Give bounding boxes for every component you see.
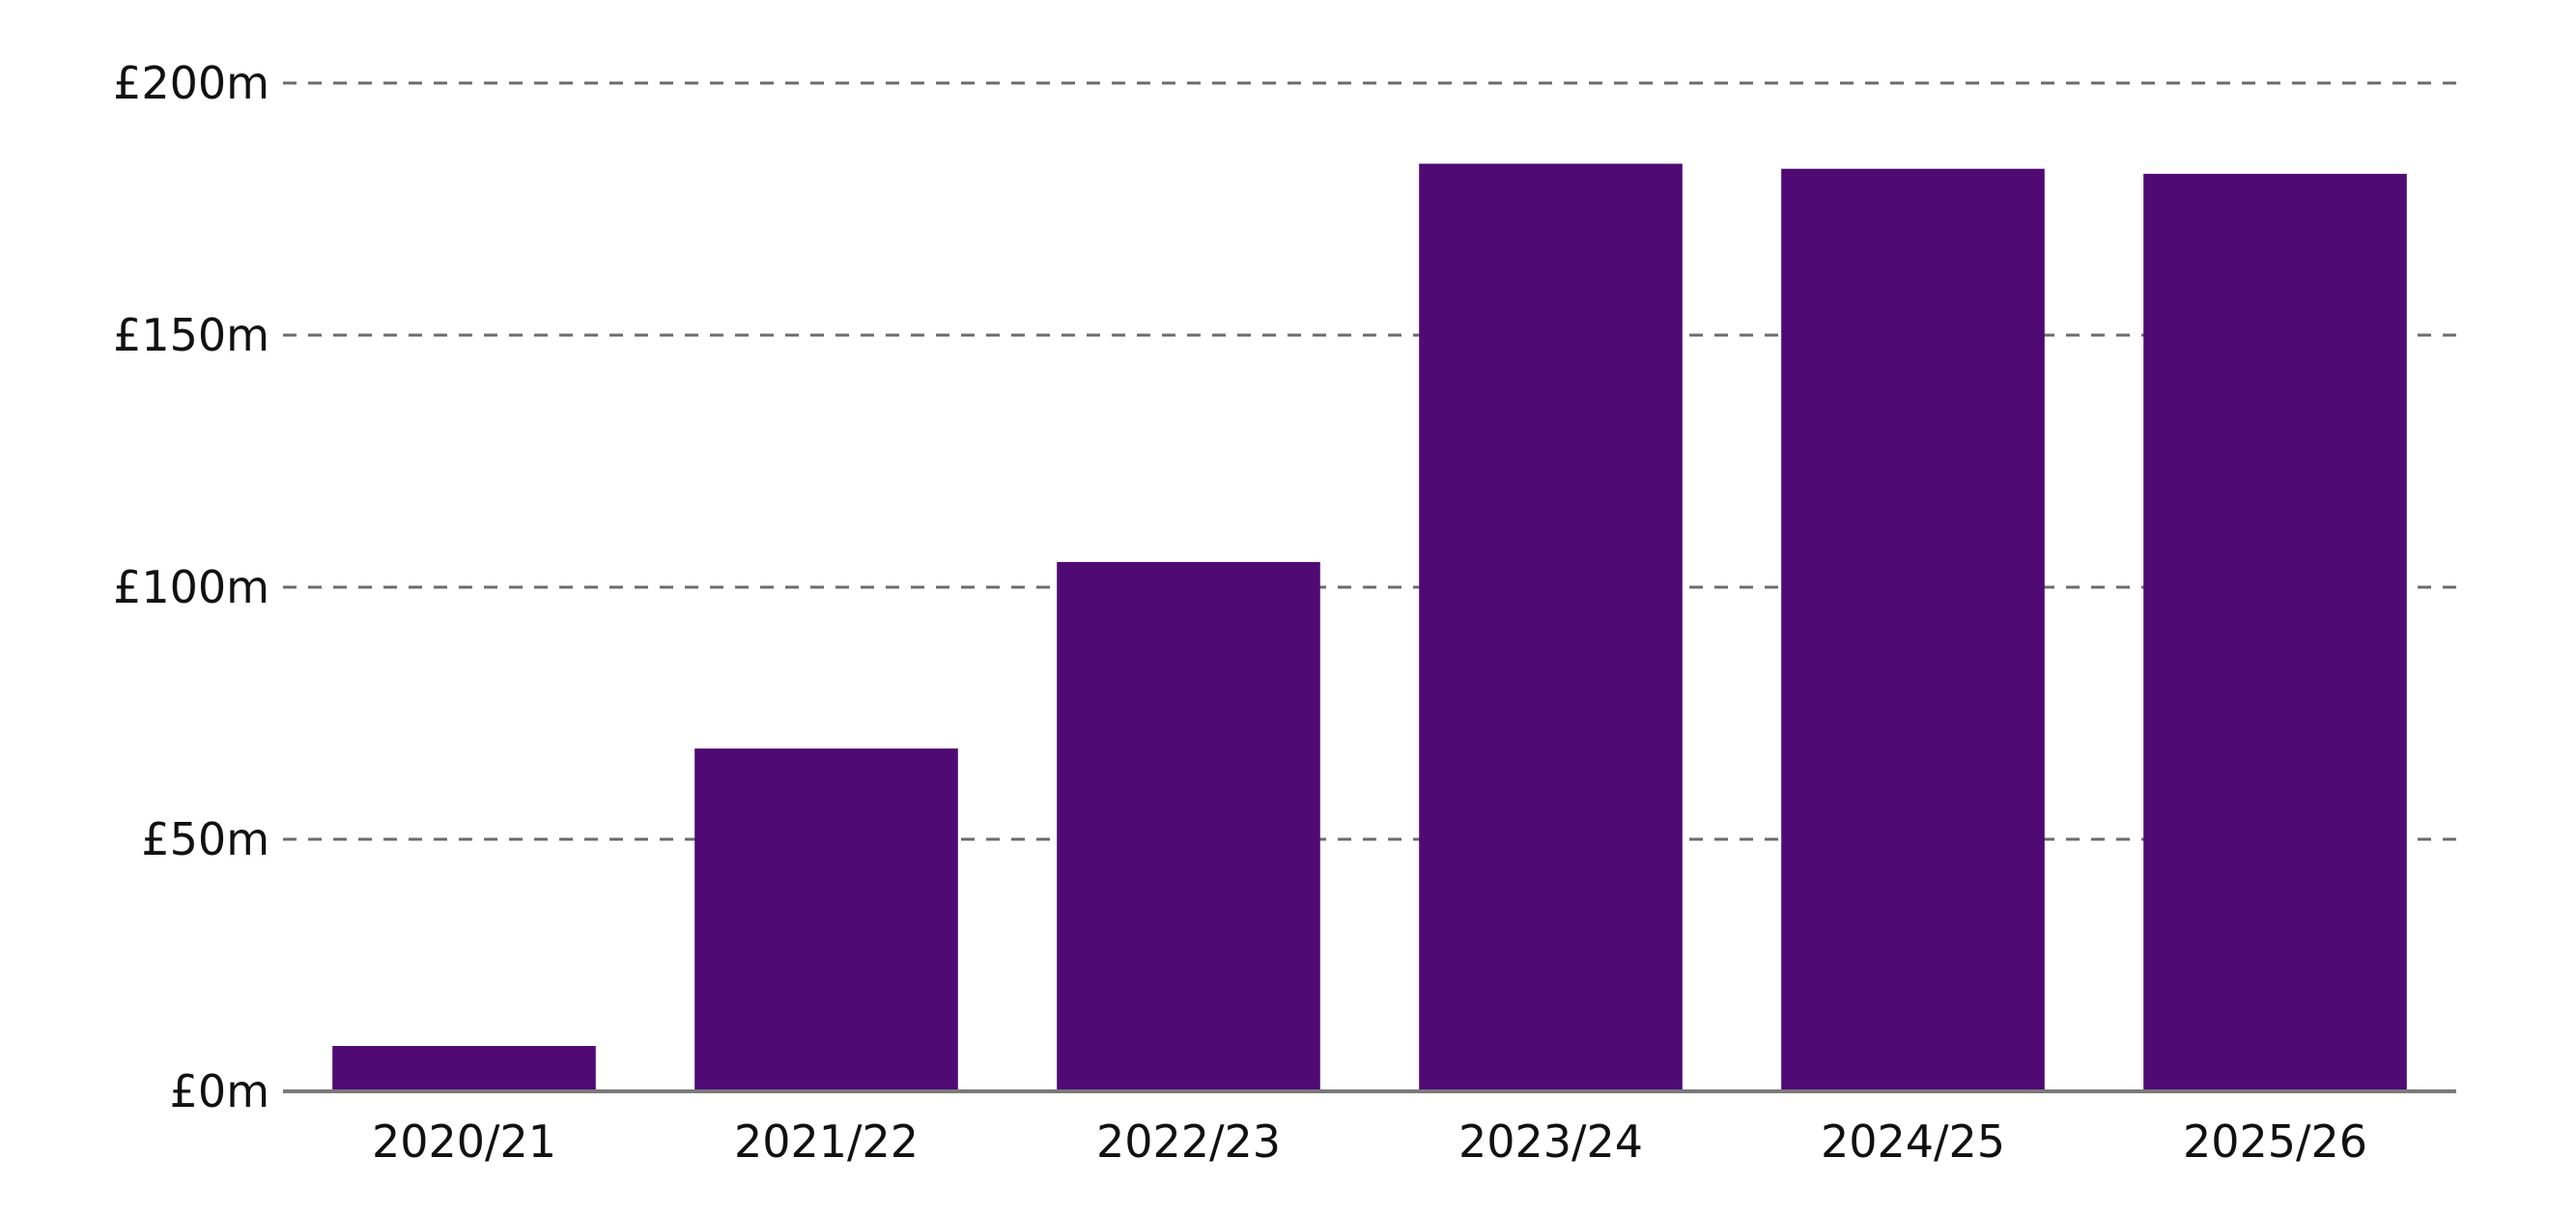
bar: [1781, 168, 2045, 1092]
y-tick-label: £0m: [170, 1065, 269, 1117]
bar: [694, 748, 958, 1091]
y-tick-label: £50m: [141, 813, 269, 865]
bars: [332, 163, 2407, 1092]
bar: [1057, 561, 1320, 1091]
gridlines: [283, 81, 2456, 841]
y-axis-tick-labels: £0m £50m £100m £150m £200m: [113, 57, 269, 1117]
x-tick-label: 2021/22: [734, 1115, 919, 1168]
y-tick-label: £100m: [113, 561, 269, 613]
x-tick-label: 2020/21: [372, 1115, 556, 1168]
y-tick-label: £200m: [113, 57, 269, 109]
bar: [332, 1046, 596, 1091]
x-tick-label: 2024/25: [1821, 1115, 2005, 1168]
x-axis-tick-labels: 2020/21 2021/22 2022/23 2023/24 2024/25 2025/…: [372, 1115, 2367, 1168]
bar: [1419, 163, 1683, 1091]
y-tick-label: £150m: [113, 309, 269, 361]
x-tick-label: 2023/24: [1458, 1115, 1643, 1168]
bar: [2143, 173, 2407, 1091]
x-tick-label: 2022/23: [1096, 1115, 1281, 1168]
x-tick-label: 2025/26: [2183, 1115, 2367, 1168]
